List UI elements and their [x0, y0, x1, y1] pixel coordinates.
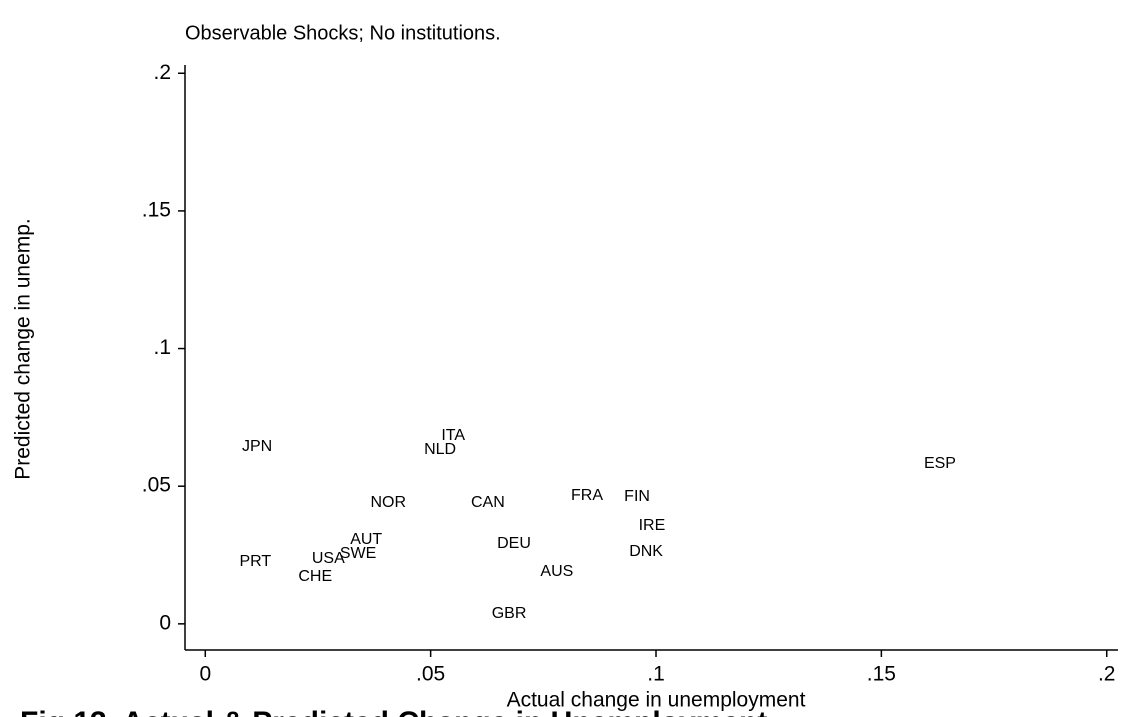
y-tick-label: 0 [159, 611, 171, 634]
point-label: SWE [340, 545, 376, 562]
point-label: GBR [492, 605, 527, 622]
x-tick-label: .15 [867, 663, 896, 686]
x-tick-label: 0 [199, 663, 211, 686]
caption: Fig 13. Actual & Predicted Change in Une… [20, 706, 767, 717]
y-tick-label: .1 [153, 336, 171, 359]
y-tick-label: .2 [153, 61, 171, 84]
x-tick-label: .1 [647, 663, 665, 686]
point-label: DNK [629, 543, 663, 560]
point-label: IRE [639, 517, 666, 534]
point-label: DEU [497, 535, 531, 552]
point-label: AUT [350, 531, 382, 548]
y-tick-label: .05 [142, 474, 171, 497]
x-tick-label: .2 [1098, 663, 1116, 686]
x-axis-title: Actual change in unemployment [507, 689, 806, 712]
y-axis-title: Predicted change in unemp. [12, 218, 35, 480]
point-label: ITA [441, 427, 465, 444]
point-label: AUS [540, 563, 573, 580]
point-label: ESP [924, 455, 956, 472]
point-label: PRT [239, 553, 271, 570]
point-label: NOR [370, 494, 406, 511]
y-tick-label: .15 [142, 198, 171, 221]
point-label: FIN [624, 488, 650, 505]
x-tick-label: .05 [416, 663, 445, 686]
point-label: NLD [424, 441, 456, 458]
point-label: CHE [298, 568, 332, 585]
point-label: CAN [471, 494, 505, 511]
point-label: USA [312, 550, 345, 567]
point-label: JPN [242, 438, 272, 455]
chart-title: Observable Shocks; No institutions. [185, 22, 501, 44]
point-label: FRA [571, 487, 603, 504]
